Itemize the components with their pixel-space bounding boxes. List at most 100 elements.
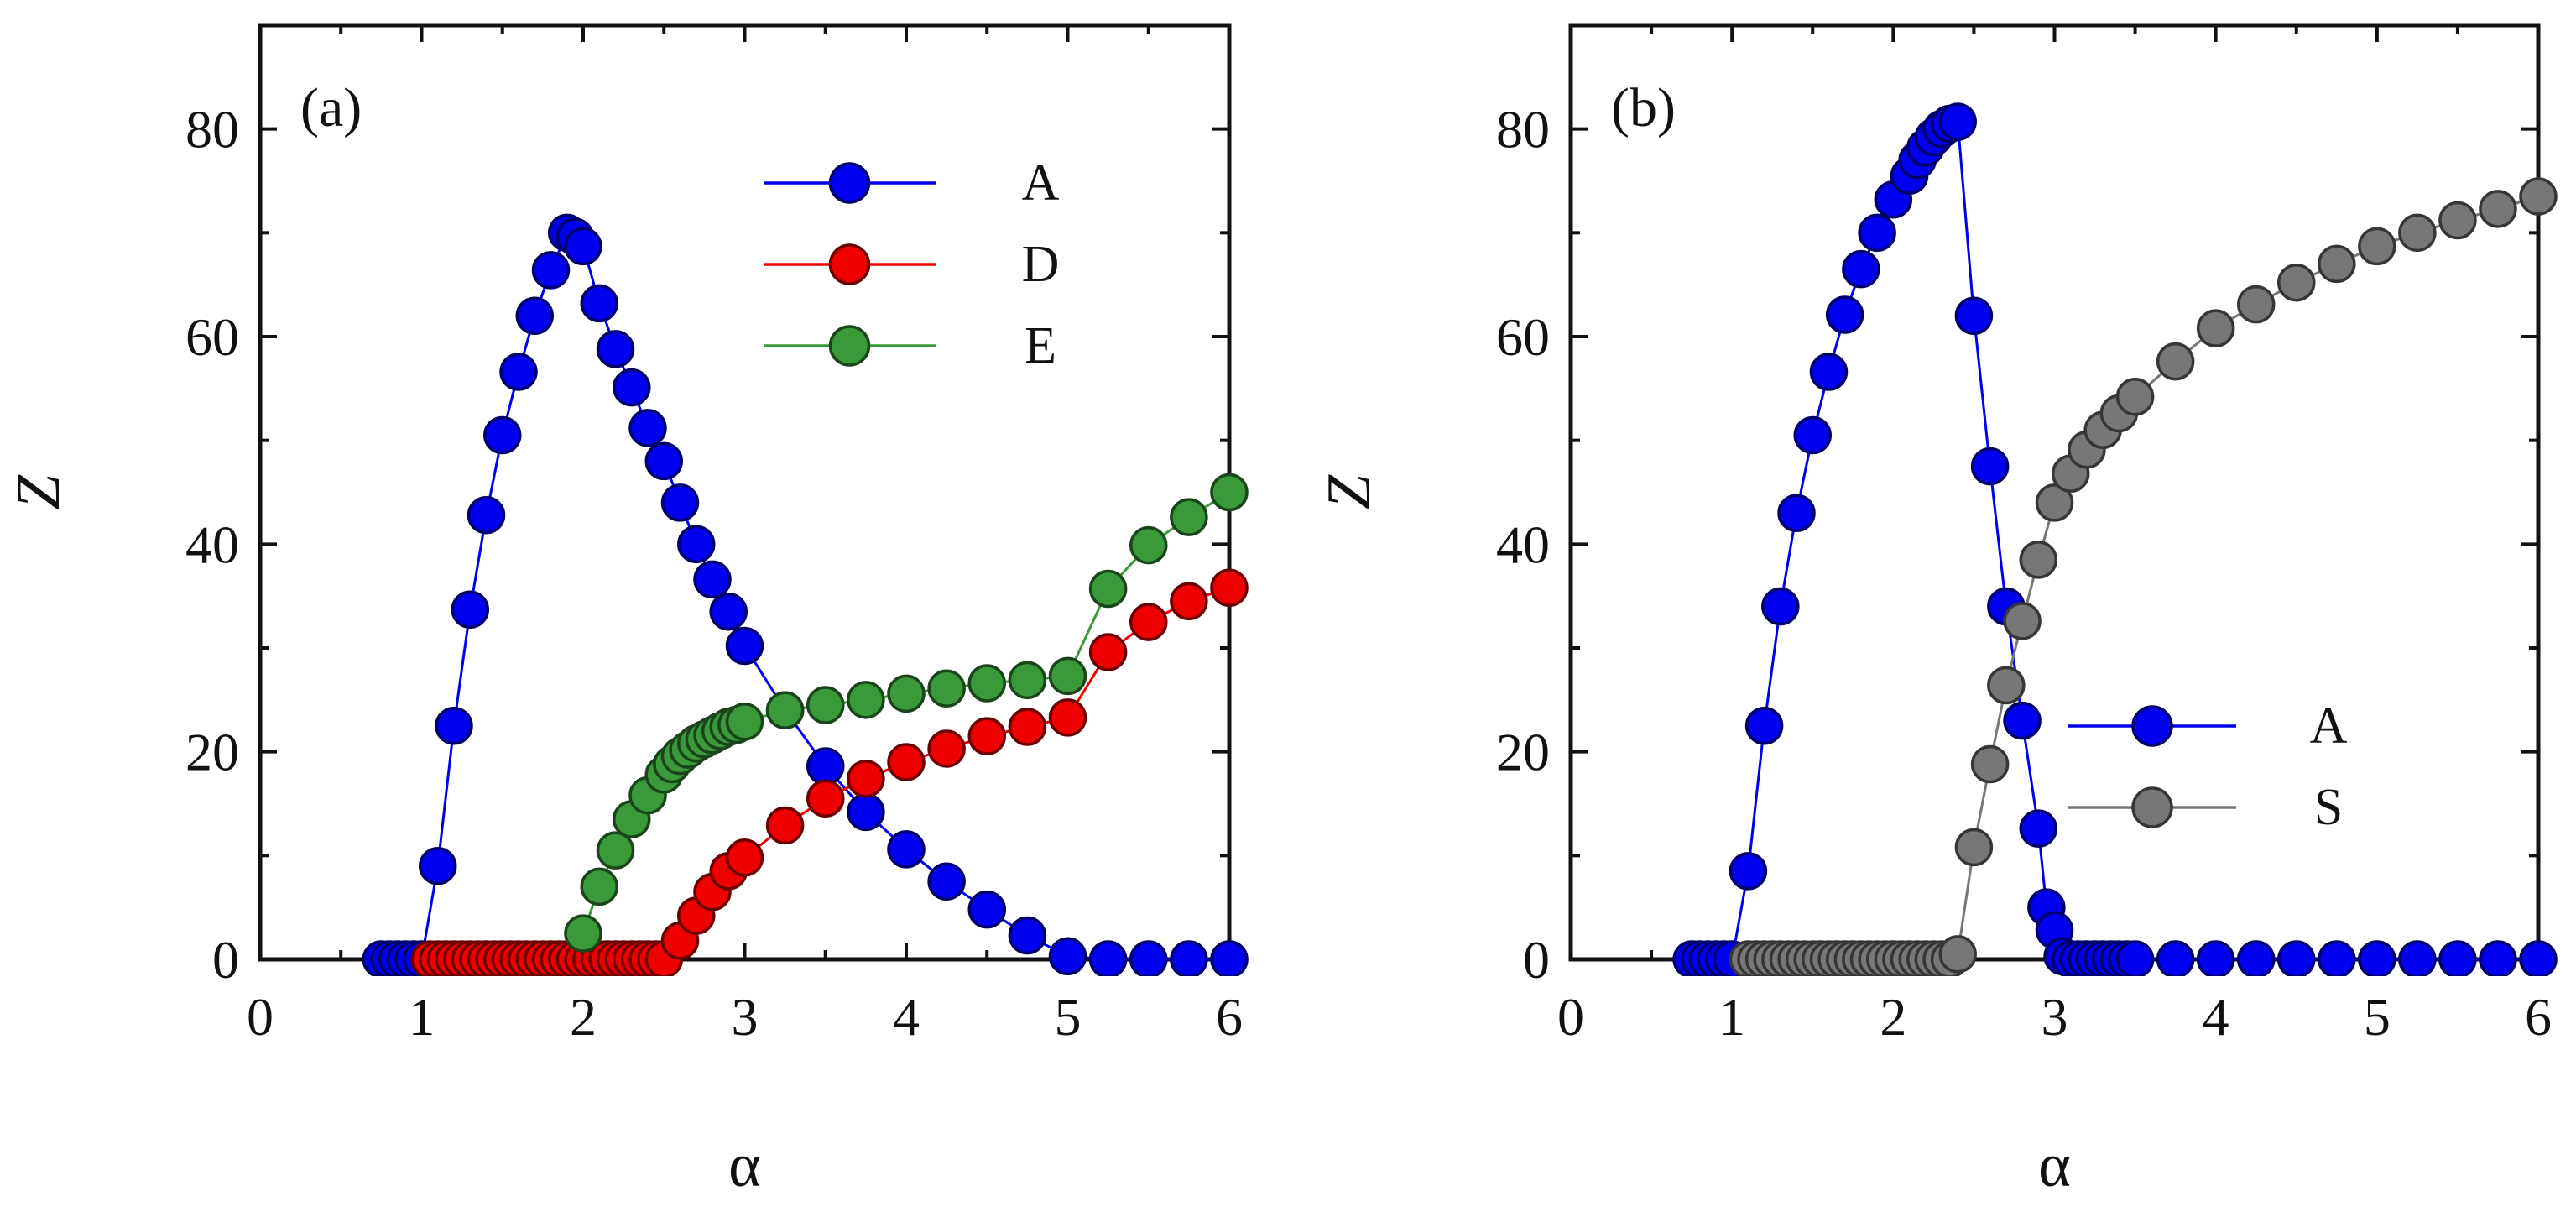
data-point — [2156, 940, 2195, 976]
data-point — [2318, 244, 2356, 284]
data-point — [967, 664, 1006, 703]
data-point — [2156, 342, 2195, 381]
y-tick-label: 40 — [185, 515, 239, 574]
data-point — [725, 703, 764, 741]
x-tick-label: 3 — [732, 987, 759, 1047]
x-tick-label: 5 — [2364, 987, 2391, 1047]
data-point — [499, 353, 538, 391]
data-point — [1954, 296, 1994, 336]
x-axis-title: α — [2038, 1131, 2071, 1200]
data-point — [725, 626, 764, 666]
data-point — [483, 415, 522, 455]
data-point — [2003, 701, 2042, 740]
data-point — [596, 330, 635, 368]
x-tick-label: 0 — [1557, 987, 1584, 1047]
data-point — [1210, 568, 1249, 608]
data-point — [725, 838, 764, 877]
data-point — [1170, 940, 1208, 976]
data-point — [1761, 587, 1800, 626]
panel-label: (a) — [300, 77, 362, 138]
data-point — [1793, 415, 1832, 455]
data-point — [887, 743, 926, 781]
data-point — [847, 760, 885, 798]
data-point — [2277, 263, 2316, 302]
y-tick-label: 0 — [1523, 930, 1550, 990]
data-point — [1048, 656, 1087, 696]
data-point — [1970, 744, 2010, 784]
data-point — [709, 592, 748, 631]
data-point — [2479, 190, 2517, 228]
data-point — [1954, 828, 1994, 867]
data-point — [967, 717, 1006, 755]
data-point — [1729, 852, 1768, 891]
data-point — [806, 747, 845, 786]
legend-label: A — [2310, 697, 2348, 755]
data-point — [2196, 940, 2235, 976]
data-point — [847, 792, 885, 832]
data-point — [1170, 498, 1208, 536]
series-line-S — [1748, 195, 2539, 961]
data-point — [2236, 285, 2276, 324]
data-point — [515, 296, 554, 336]
data-point — [580, 284, 618, 323]
data-point — [2479, 940, 2517, 976]
series-A — [362, 213, 1249, 976]
data-point — [2519, 940, 2558, 976]
data-point — [2115, 940, 2155, 976]
data-point — [580, 867, 618, 906]
data-point — [1008, 916, 1047, 955]
data-point — [2398, 213, 2437, 253]
data-point — [564, 914, 602, 953]
x-tick-label: 2 — [570, 987, 597, 1047]
data-point — [765, 806, 805, 845]
legend-label: A — [1022, 154, 1060, 212]
legend-marker — [2131, 786, 2173, 828]
series-D — [410, 568, 1249, 976]
x-tick-label: 6 — [2525, 987, 2552, 1047]
data-point — [435, 707, 473, 745]
x-tick-label: 1 — [1718, 987, 1745, 1047]
data-point — [1825, 295, 1864, 334]
data-point — [1210, 940, 1249, 976]
data-point — [1088, 569, 1128, 609]
data-point — [2358, 227, 2396, 266]
data-point — [1008, 661, 1047, 700]
legend-marker — [828, 243, 871, 285]
data-point — [564, 227, 602, 266]
data-point — [1129, 603, 1168, 641]
data-point — [2035, 483, 2074, 522]
data-point — [2236, 940, 2276, 976]
x-tick-label: 4 — [893, 987, 920, 1047]
data-point — [2003, 602, 2042, 640]
data-point — [1129, 525, 1168, 565]
data-point — [1970, 447, 2010, 486]
data-point — [1938, 935, 1977, 974]
data-point — [1088, 940, 1128, 976]
data-point — [2115, 377, 2155, 416]
data-point — [847, 681, 885, 719]
data-point — [2019, 541, 2058, 579]
data-point — [1129, 940, 1168, 976]
data-point — [1858, 213, 1896, 253]
data-point — [806, 779, 845, 818]
y-axis-title: Z — [4, 474, 73, 509]
data-point — [1088, 633, 1128, 671]
data-point — [927, 729, 966, 768]
legend-marker — [828, 162, 871, 204]
data-point — [887, 674, 926, 713]
data-point — [644, 441, 683, 481]
legend: AS — [2068, 697, 2348, 836]
x-tick-label: 5 — [1055, 987, 1082, 1047]
data-point — [2019, 809, 2058, 848]
y-tick-label: 80 — [1496, 100, 1550, 159]
x-tick-label: 2 — [1880, 987, 1906, 1047]
data-point — [927, 862, 966, 901]
data-point — [1008, 708, 1047, 746]
data-point — [1048, 698, 1087, 737]
legend-marker — [2131, 705, 2173, 747]
data-point — [2358, 940, 2396, 976]
data-point — [628, 409, 667, 447]
